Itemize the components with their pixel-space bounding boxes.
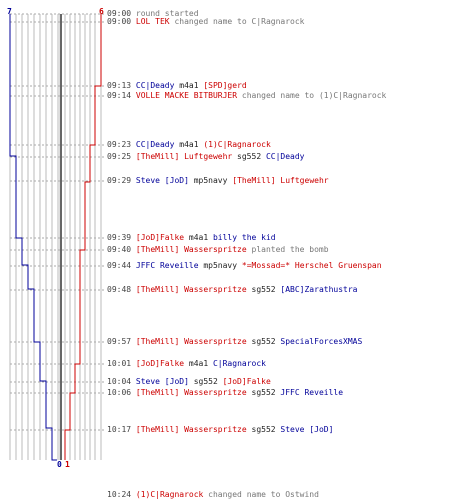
log-timestamp: 10:06 [107,388,136,397]
blue-player-name: JFFC Reveille [280,388,344,397]
log-timestamp: 09:23 [107,140,136,149]
red-player-name: VOLLE MACKE BITBURJER [135,91,238,100]
log-text: changed name to Ostwind [203,490,319,499]
log-text: changed name to (1)C|Ragnarock [237,91,387,100]
log-timestamp: 09:00 [107,17,136,26]
red-player-name: *=Mossad=* Herschel Gruenspan [241,261,382,270]
log-text: sg552 [188,377,223,386]
log-entry: 09:00 LOL TEK changed name to C|Ragnaroc… [107,17,304,26]
red-player-name: [TheMill] Wasserspritze [135,245,247,254]
log-timestamp: 09:40 [107,245,136,254]
log-entry: 09:00 round started [107,9,199,18]
log-entry: 09:57 [TheMill] Wasserspritze sg552 Spec… [107,337,362,346]
blue-player-name: Steve [JoD] [135,377,189,386]
red-team-step-line [64,14,102,460]
log-text: changed name to C|Ragnarock [169,17,305,26]
log-entry: 09:48 [TheMill] Wasserspritze sg552 [ABC… [107,285,357,294]
log-entry: 09:44 JFFC Reveille mp5navy *=Mossad=* H… [107,261,382,270]
red-player-name: (1)C|Ragnarock [135,490,204,499]
blue-player-name: SpecialForcesXMAS [280,337,363,346]
blue-team-step-line [9,14,57,461]
red-player-name: [SPD]gerd [203,81,247,90]
red-player-name: [JoD]Falke [135,233,185,242]
red-player-name: [JoD]Falke [135,359,185,368]
log-entry: 09:29 Steve [JoD] mp5navy [TheMill] Luft… [107,176,329,185]
blue-player-name: JFFC Reveille [135,261,199,270]
log-entry: 10:06 [TheMill] Wasserspritze sg552 JFFC… [107,388,343,397]
log-entry: 09:13 CC|Deady m4a1 [SPD]gerd [107,81,247,90]
log-timestamp: 10:17 [107,425,136,434]
log-timestamp: 09:44 [107,261,136,270]
log-text: round started [135,9,199,18]
log-entry: 10:17 [TheMill] Wasserspritze sg552 Stev… [107,425,333,434]
blue-team-end-count: 0 [57,460,62,469]
log-entry: 10:24 (1)C|Ragnarock changed name to Ost… [107,490,319,499]
log-text: m4a1 [184,233,213,242]
log-timestamp: 09:13 [107,81,136,90]
log-text: m4a1 [174,81,204,90]
log-text: sg552 [246,285,281,294]
log-timestamp: 10:24 [107,490,136,499]
log-text: mp5navy [198,261,242,270]
red-team-start-count: 6 [99,7,104,16]
blue-team-start-count: 7 [7,7,12,16]
red-player-name: [TheMill] Wasserspritze [135,285,247,294]
red-team-end-count: 1 [65,460,70,469]
blue-player-name: CC|Deady [135,140,175,149]
log-entry: 09:14 VOLLE MACKE BITBURJER changed name… [107,91,386,100]
log-timestamp: 09:57 [107,337,136,346]
log-entry: 09:23 CC|Deady m4a1 (1)C|Ragnarock [107,140,271,149]
log-text: sg552 [232,152,266,161]
blue-player-name: Steve [JoD] [135,176,189,185]
red-player-name: [TheMill] Luftgewehr [232,176,329,185]
log-timestamp: 10:04 [107,377,136,386]
log-timestamp: 09:14 [107,91,136,100]
log-text: m4a1 [184,359,213,368]
log-timestamp: 09:00 [107,9,136,18]
red-player-name: [TheMill] Wasserspritze [135,425,247,434]
log-timestamp: 10:01 [107,359,136,368]
red-player-name: [JoD]Falke [222,377,271,386]
log-entry: 09:40 [TheMill] Wasserspritze planted th… [107,245,329,254]
red-player-name: [TheMill] Wasserspritze [135,337,247,346]
red-player-name: [TheMill] Wasserspritze [135,388,247,397]
blue-player-name: CC|Deady [135,81,175,90]
log-timestamp: 09:29 [107,176,136,185]
log-entry: 10:04 Steve [JoD] sg552 [JoD]Falke [107,377,271,386]
blue-player-name: CC|Deady [265,152,305,161]
blue-player-name: C|Ragnarock [212,359,266,368]
log-entry: 09:39 [JoD]Falke m4a1 billy the kid [107,233,276,242]
log-timestamp: 09:48 [107,285,136,294]
red-player-name: [TheMill] Luftgewehr [135,152,233,161]
log-entry: 09:25 [TheMill] Luftgewehr sg552 CC|Dead… [107,152,304,161]
log-timestamp: 09:25 [107,152,136,161]
log-text: mp5navy [188,176,233,185]
red-player-name: (1)C|Ragnarock [203,140,271,149]
blue-player-name: billy the kid [212,233,276,242]
log-text: sg552 [246,388,281,397]
blue-player-name: Steve [JoD] [280,425,334,434]
log-text: sg552 [246,425,281,434]
log-entry: 10:01 [JoD]Falke m4a1 C|Ragnarock [107,359,266,368]
red-player-name: LOL TEK [135,17,170,26]
log-timestamp: 09:39 [107,233,136,242]
log-text: sg552 [246,337,281,346]
blue-player-name: [ABC]Zarathustra [280,285,358,294]
log-text: planted the bomb [246,245,329,254]
log-text: m4a1 [174,140,204,149]
